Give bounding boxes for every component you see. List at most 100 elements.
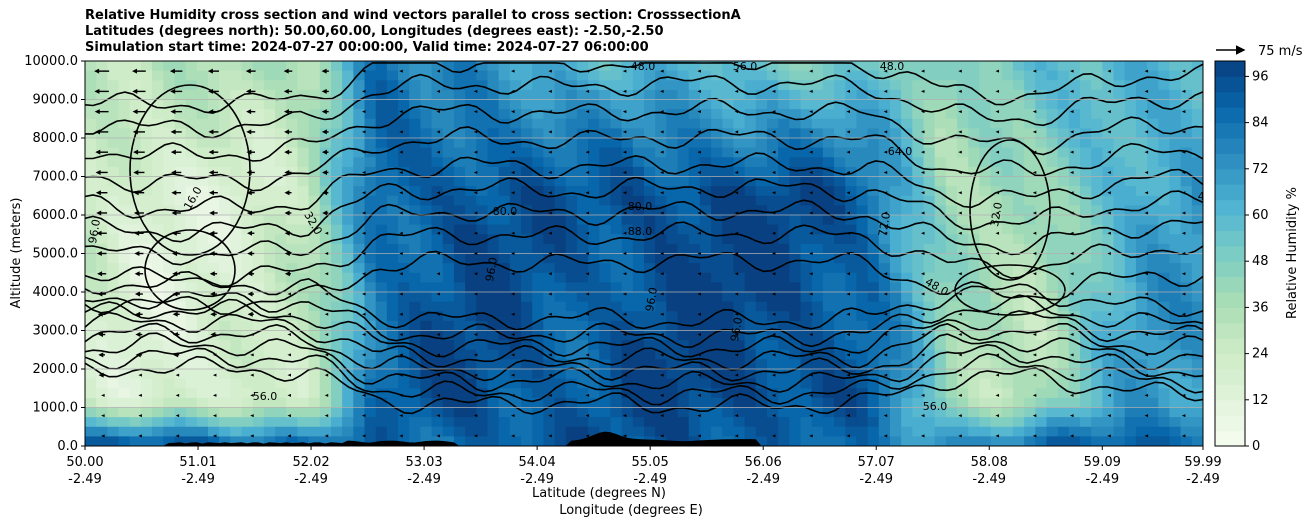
humidity-cell (532, 128, 544, 139)
humidity-cell (286, 340, 299, 351)
humidity-cell (968, 89, 980, 101)
humidity-cell (476, 234, 489, 245)
humidity-cell (297, 61, 310, 72)
humidity-cell (409, 378, 421, 389)
humidity-cell (509, 263, 522, 274)
humidity-cell (252, 186, 265, 197)
humidity-cell (453, 99, 466, 110)
humidity-cell (219, 215, 231, 226)
humidity-cell (722, 272, 735, 283)
humidity-cell (85, 369, 97, 380)
humidity-cell (1169, 436, 1182, 446)
humidity-cell (342, 147, 354, 158)
humidity-cell (1068, 195, 1081, 206)
humidity-cell (957, 89, 969, 101)
humidity-cell (655, 205, 667, 216)
wind-vector-head (399, 414, 403, 418)
humidity-cell (655, 89, 667, 101)
wind-vector-head (660, 353, 664, 357)
humidity-cell (543, 166, 556, 178)
humidity-cell (744, 243, 757, 255)
humidity-cell (1024, 243, 1036, 255)
humidity-cell (688, 426, 701, 437)
humidity-cell (1091, 109, 1103, 120)
humidity-cell (174, 301, 187, 312)
humidity-cell (554, 118, 567, 129)
humidity-cell (766, 215, 779, 226)
humidity-cell (196, 186, 209, 197)
humidity-cell (834, 292, 846, 303)
humidity-cell (532, 70, 544, 81)
humidity-cell (241, 80, 254, 91)
humidity-cell (420, 426, 433, 437)
humidity-cell (834, 109, 846, 120)
humidity-cell (644, 166, 656, 178)
humidity-cell (532, 311, 544, 322)
humidity-cell (778, 147, 790, 158)
humidity-cell (733, 128, 746, 139)
humidity-cell (1180, 138, 1193, 149)
humidity-cell (487, 109, 500, 120)
humidity-cell (1068, 157, 1081, 168)
humidity-cell (85, 118, 97, 129)
humidity-cell (409, 128, 421, 139)
humidity-cell (576, 195, 589, 206)
humidity-cell (453, 118, 466, 129)
humidity-cell (1001, 99, 1014, 110)
humidity-cell (1102, 301, 1115, 312)
humidity-cell (118, 397, 131, 409)
humidity-cell (96, 388, 108, 399)
humidity-cell (431, 320, 444, 332)
humidity-cell (241, 186, 254, 197)
humidity-cell (655, 378, 667, 389)
humidity-cell (1035, 407, 1048, 418)
humidity-cell (1057, 426, 1070, 437)
humidity-cell (901, 166, 913, 178)
humidity-cell (342, 243, 354, 255)
humidity-cell (744, 215, 757, 226)
humidity-cell (521, 311, 533, 322)
x-axis-label-lon: Longitude (degrees E) (559, 503, 703, 518)
humidity-cell (543, 138, 556, 149)
humidity-cell (431, 234, 444, 245)
humidity-cell (923, 263, 936, 274)
humidity-cell (386, 282, 399, 293)
humidity-cell (375, 234, 388, 245)
humidity-cell (901, 215, 913, 226)
humidity-cell (1046, 282, 1059, 293)
humidity-cell (140, 397, 153, 409)
humidity-cell (308, 147, 321, 158)
humidity-cell (174, 397, 187, 409)
humidity-cell (230, 157, 243, 168)
humidity-cell (118, 109, 131, 120)
humidity-cell (386, 292, 399, 303)
wind-vector-head (585, 292, 590, 296)
humidity-cell (152, 157, 164, 168)
humidity-cell (85, 205, 97, 216)
humidity-cell (1102, 320, 1115, 332)
humidity-cell (1035, 320, 1048, 332)
humidity-cell (409, 215, 421, 226)
wind-vector-head (548, 211, 552, 215)
humidity-cell (364, 369, 377, 380)
wind-vector-head (734, 191, 739, 195)
humidity-cell (789, 99, 802, 110)
humidity-cell (800, 205, 813, 216)
wind-vector-head (995, 191, 1000, 195)
humidity-cell (409, 263, 421, 274)
wind-vector-head (995, 211, 1000, 215)
humidity-cell (1024, 272, 1036, 283)
humidity-cell (118, 128, 131, 139)
humidity-cell (521, 147, 533, 158)
humidity-cell (207, 195, 220, 206)
humidity-cell (1102, 311, 1115, 322)
humidity-cell (442, 147, 455, 158)
humidity-cell (666, 282, 679, 293)
humidity-cell (252, 359, 265, 370)
wind-vector-head (958, 393, 962, 397)
humidity-cell (867, 253, 880, 264)
humidity-cell (163, 89, 176, 101)
humidity-cell (800, 407, 813, 418)
humidity-cell (1180, 195, 1193, 206)
humidity-cell (431, 138, 444, 149)
